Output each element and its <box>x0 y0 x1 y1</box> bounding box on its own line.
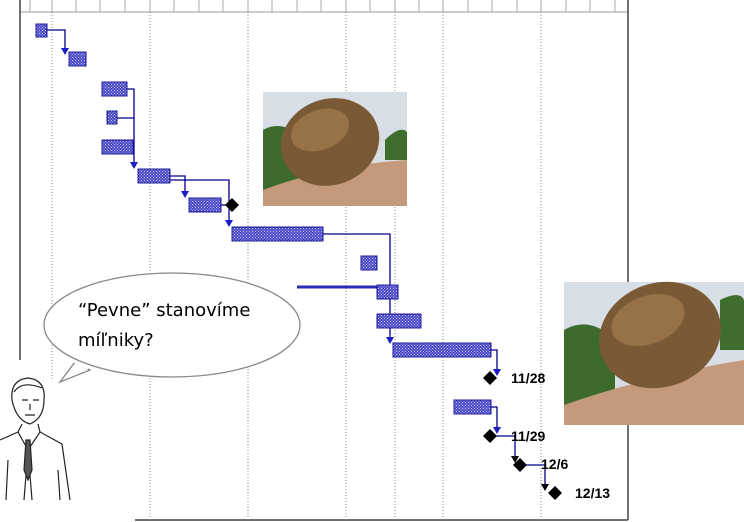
chart-frame <box>19 0 629 521</box>
boulder-photo <box>263 92 407 206</box>
man-illustration <box>0 377 71 501</box>
task-bars <box>35 23 492 415</box>
timescale-header <box>20 0 628 13</box>
milestone-label: 11/28 <box>511 370 545 386</box>
milestone-label: 12/6 <box>541 456 568 472</box>
boulder-photo <box>564 281 744 425</box>
milestone-label: 12/13 <box>575 485 610 501</box>
milestone-label: 11/29 <box>511 428 545 444</box>
speech-text: “Pevne” stanovíme <box>78 300 250 321</box>
speech-text: míľniky? <box>78 330 154 351</box>
milestones <box>225 198 562 500</box>
speech-bubble <box>43 272 301 384</box>
